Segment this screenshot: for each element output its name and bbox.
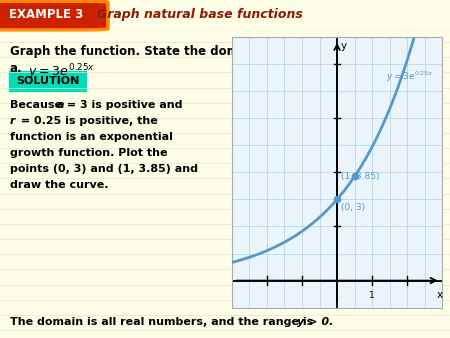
Text: y: y — [341, 41, 346, 51]
Text: draw the curve.: draw the curve. — [10, 180, 108, 190]
Text: growth function. Plot the: growth function. Plot the — [10, 148, 167, 158]
Text: x: x — [436, 290, 443, 300]
Text: $y = 3e^{0.25x}$: $y = 3e^{0.25x}$ — [386, 70, 434, 84]
Text: 1: 1 — [369, 291, 375, 300]
FancyBboxPatch shape — [0, 1, 108, 30]
Text: $y = 3e^{\,0.25x}$: $y = 3e^{\,0.25x}$ — [28, 62, 95, 82]
Text: The domain is all real numbers, and the range is: The domain is all real numbers, and the … — [10, 317, 317, 327]
Text: = 0.25 is positive, the: = 0.25 is positive, the — [17, 116, 158, 126]
FancyBboxPatch shape — [9, 71, 86, 91]
Text: y > 0.: y > 0. — [297, 317, 333, 327]
Text: SOLUTION: SOLUTION — [16, 76, 80, 86]
Text: a: a — [57, 100, 64, 110]
Text: = 3 is positive and: = 3 is positive and — [63, 100, 183, 110]
Text: Graph the function. State the domain and range.: Graph the function. State the domain and… — [10, 45, 335, 58]
Text: points (0, 3) and (1, 3.85) and: points (0, 3) and (1, 3.85) and — [10, 164, 198, 174]
Text: function is an exponential: function is an exponential — [10, 132, 173, 142]
Text: a.: a. — [10, 62, 22, 75]
Text: Graph natural base functions: Graph natural base functions — [97, 8, 302, 21]
Text: (1, 3.85): (1, 3.85) — [341, 172, 379, 181]
Text: Because: Because — [10, 100, 66, 110]
Text: r: r — [10, 116, 15, 126]
Text: (0, 3): (0, 3) — [341, 203, 364, 212]
Text: EXAMPLE 3: EXAMPLE 3 — [9, 8, 84, 21]
